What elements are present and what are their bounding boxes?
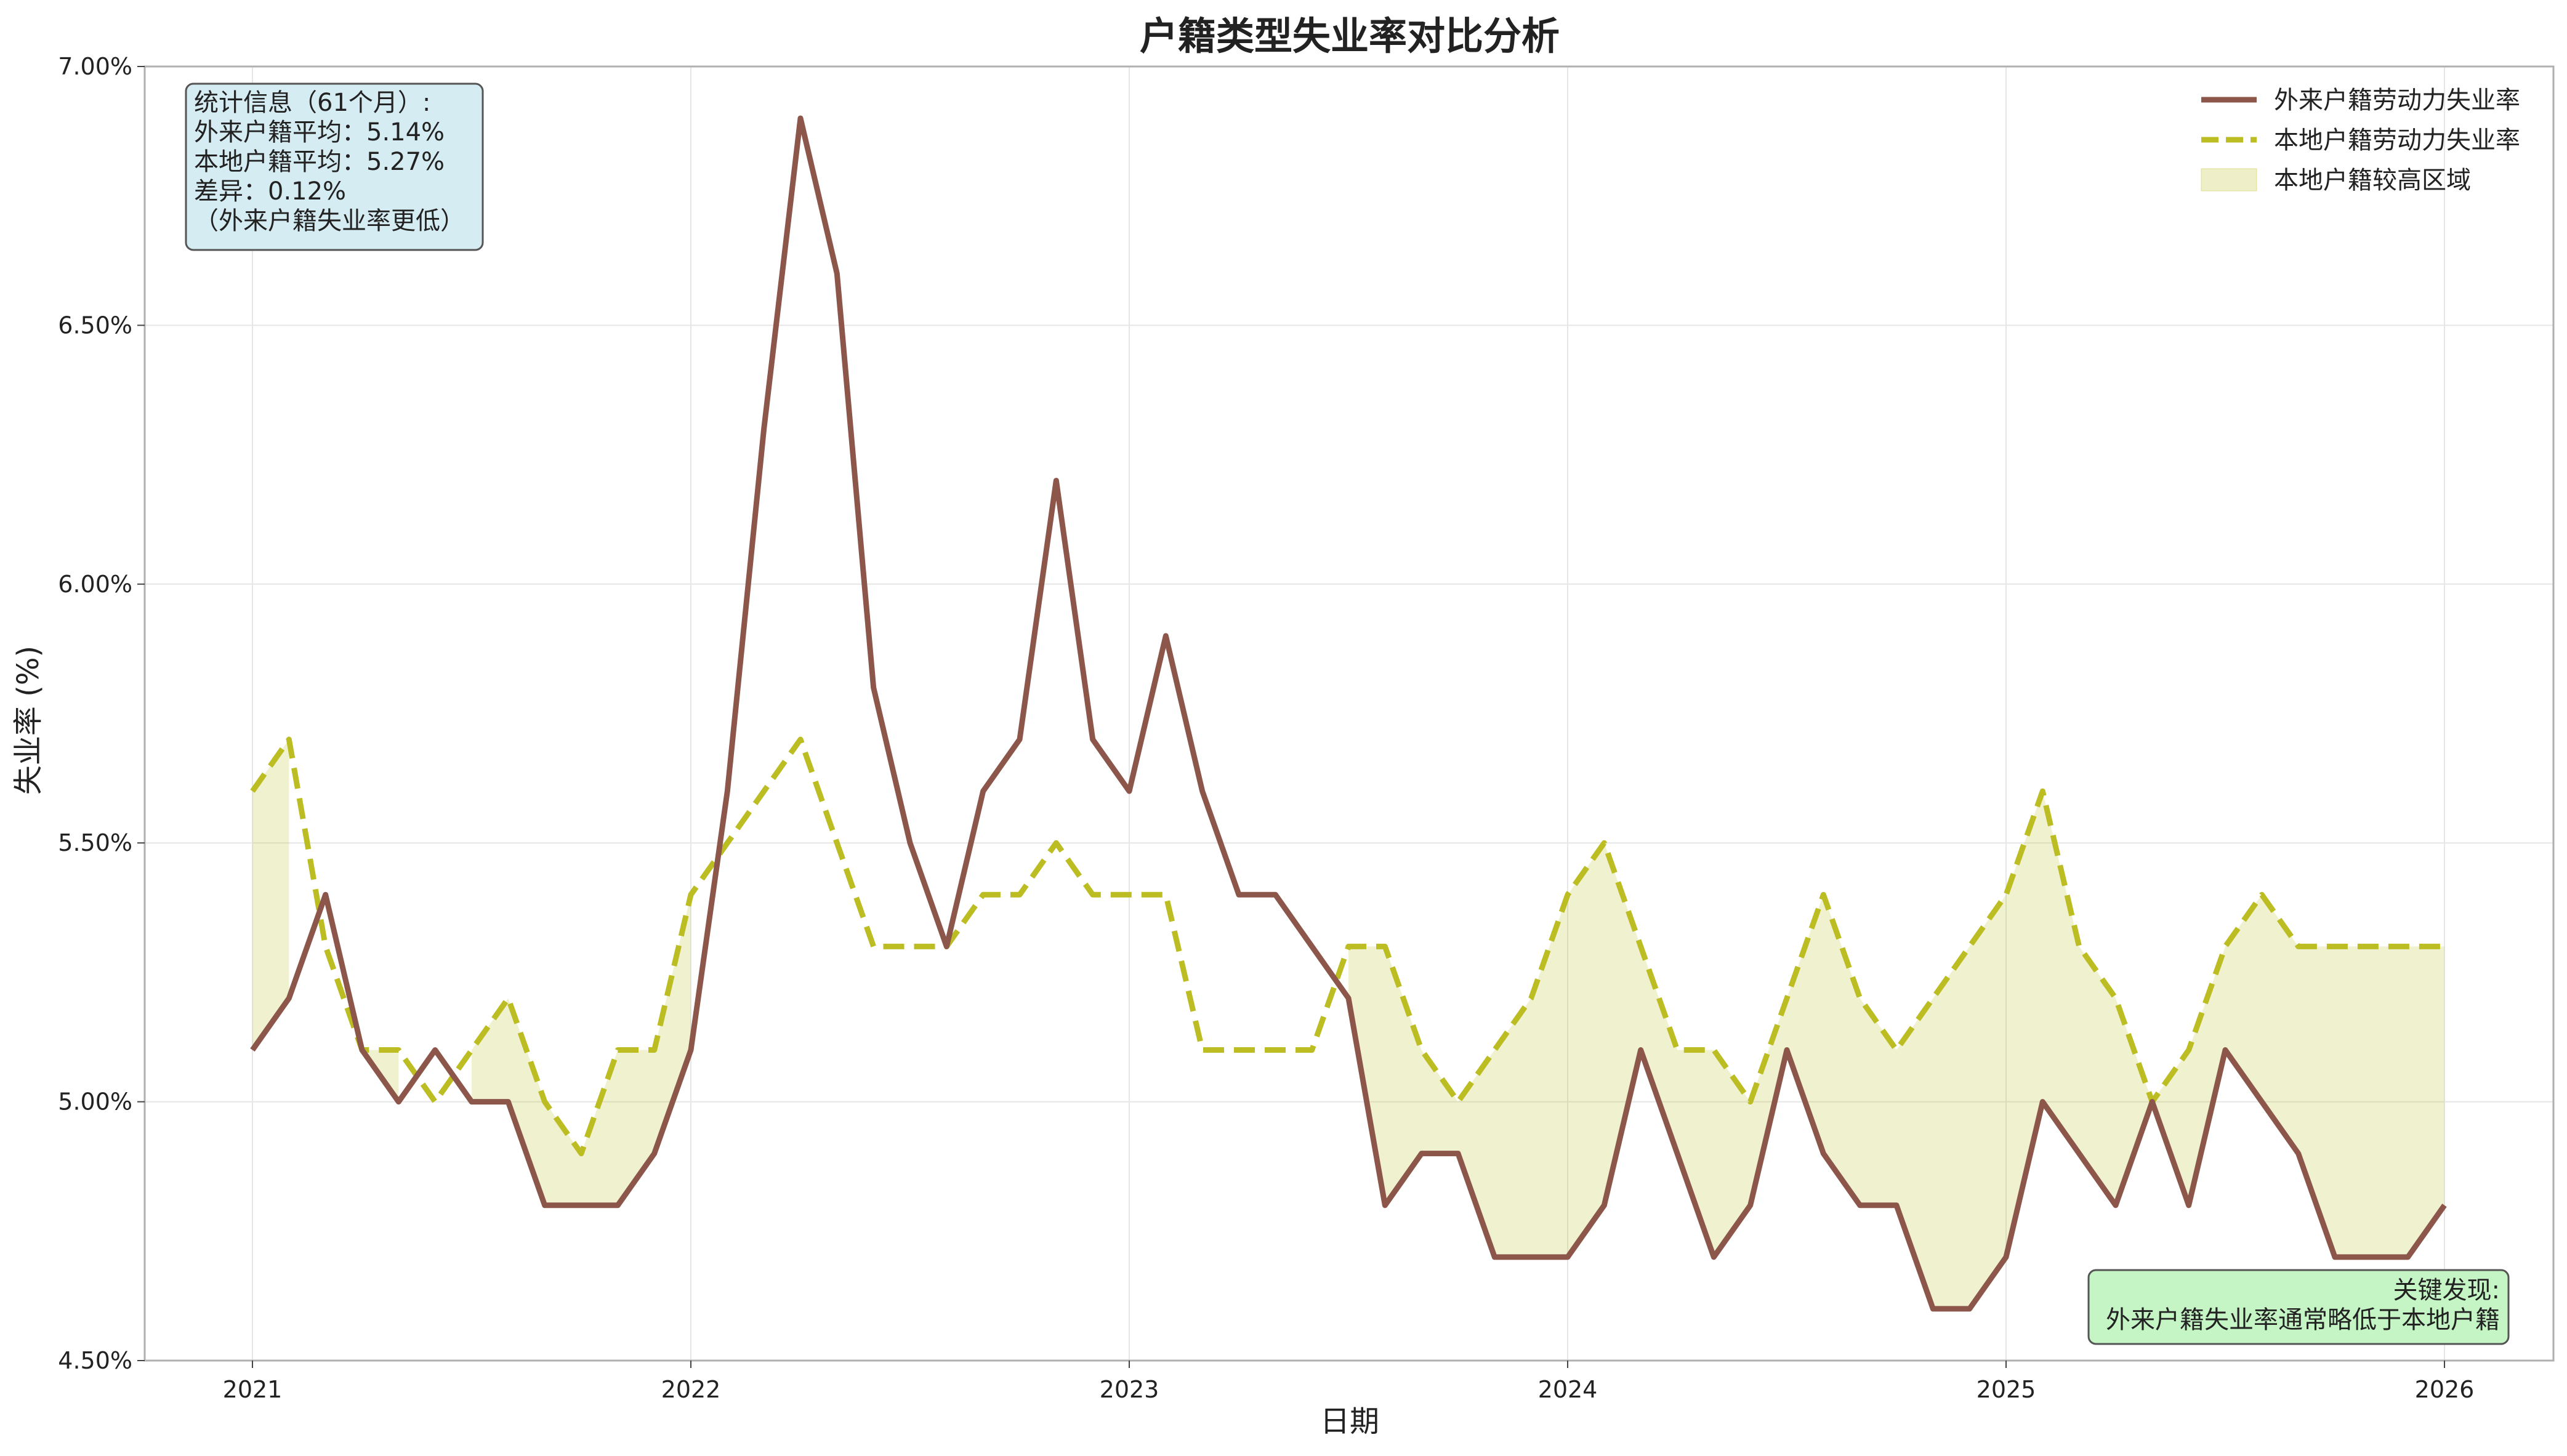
legend-label-fill: 本地户籍较高区域 [2274, 166, 2471, 195]
x-axis-ticks: 2021 2022 2023 2024 2025 2026 [223, 1361, 2475, 1403]
chart-title: 户籍类型失业率对比分析 [1140, 14, 1560, 58]
y-tick-label: 7.00% [58, 53, 132, 80]
finding-box-bg [2087, 1269, 2510, 1345]
x-tick-label: 2026 [2415, 1376, 2475, 1403]
x-axis-label: 日期 [1320, 1404, 1379, 1439]
x-tick-label: 2023 [1100, 1376, 1159, 1403]
series-line-local [250, 736, 2444, 1157]
series-lines [250, 115, 2447, 1312]
y-tick-label: 5.00% [58, 1088, 132, 1116]
plot-frame [143, 65, 2555, 1362]
stats-box-line: 本地户籍平均：5.27% [194, 148, 445, 176]
stats-box-line: （外来户籍失业率更低） [194, 207, 465, 235]
y-tick-label: 4.50% [58, 1347, 132, 1374]
stats-box-line: 差异：0.12% [194, 177, 346, 206]
x-tick-label: 2022 [661, 1376, 721, 1403]
y-tick-label: 6.00% [58, 571, 132, 598]
y-axis-label: 失业率 (%) [11, 646, 46, 795]
finding-annotation-box: 关键发现:外来户籍失业率通常略低于本地户籍 [2087, 1269, 2510, 1345]
legend-label: 本地户籍劳动力失业率 [2274, 126, 2520, 155]
legend-swatch-fill [2201, 168, 2257, 191]
stats-box-line: 外来户籍平均：5.14% [194, 118, 445, 147]
series-line-migrant [250, 115, 2447, 1312]
x-tick-label: 2025 [1977, 1376, 2036, 1403]
x-tick-label: 2024 [1538, 1376, 1598, 1403]
fill-area-local-higher [252, 739, 2444, 1309]
legend-label: 外来户籍劳动力失业率 [2274, 86, 2520, 115]
fill-segment [252, 739, 289, 1050]
finding-box-line: 外来户籍失业率通常略低于本地户籍 [2106, 1306, 2500, 1334]
y-tick-label: 6.50% [58, 312, 132, 339]
stats-box-bg [185, 82, 484, 251]
finding-box-line: 关键发现: [2393, 1276, 2500, 1305]
y-tick-label: 5.50% [58, 829, 132, 856]
fill-segment [472, 895, 691, 1205]
x-tick-label: 2021 [223, 1376, 283, 1403]
stats-annotation-box: 统计信息（61个月）:外来户籍平均：5.14%本地户籍平均：5.27%差异：0.… [185, 82, 484, 251]
stats-box-line: 统计信息（61个月）: [194, 89, 430, 117]
y-axis-ticks: 4.50% 5.00% 5.50% 6.00% 6.50% 7.00% [58, 53, 145, 1374]
fill-segment [1348, 791, 2444, 1309]
